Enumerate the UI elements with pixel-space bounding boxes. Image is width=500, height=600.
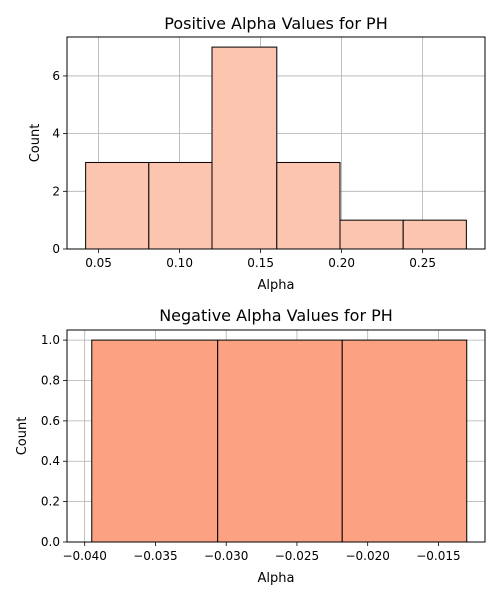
negative-alpha-histogram: Negative Alpha Values for PH −0.040 −0.03…	[15, 306, 486, 586]
y-tick-label: 0.4	[41, 454, 60, 468]
x-axis-label: Alpha	[258, 278, 295, 293]
y-tick-label: 0.2	[41, 495, 60, 509]
x-tick-label: 0.10	[166, 256, 193, 270]
x-tick-label: 0.20	[328, 256, 355, 270]
histogram-bar	[85, 161, 150, 250]
y-tick-label: 1.0	[41, 333, 60, 347]
y-tick-label: 0.8	[41, 373, 60, 387]
chart-title: Positive Alpha Values for PH	[164, 14, 387, 33]
y-tick-label: 6	[52, 69, 60, 83]
y-axis-label: Count	[28, 124, 43, 163]
histogram-bar	[402, 219, 467, 250]
x-tick-label: 0.05	[85, 256, 112, 270]
x-tick-label: −0.025	[275, 549, 319, 563]
y-tick-label: 0	[52, 242, 60, 256]
positive-alpha-histogram: Positive Alpha Values for PH 0.05 0.10 0.1…	[28, 14, 486, 293]
y-axis-label: Count	[15, 417, 30, 456]
histogram-bar	[217, 339, 343, 543]
y-tick-label: 4	[52, 127, 60, 141]
plot-frame	[66, 329, 486, 543]
histogram-bar	[91, 339, 219, 543]
histogram-bar	[211, 46, 278, 250]
y-tick-label: 2	[52, 184, 60, 198]
x-tick-label: 0.25	[409, 256, 436, 270]
histogram-bar	[148, 161, 213, 250]
chart-title: Negative Alpha Values for PH	[159, 306, 393, 325]
x-tick-label: −0.035	[133, 549, 177, 563]
x-axis-label: Alpha	[258, 571, 295, 586]
x-tick-label: −0.030	[204, 549, 248, 563]
histogram-bar	[341, 339, 468, 543]
x-tick-label: −0.020	[345, 549, 389, 563]
y-tick-label: 0.0	[41, 535, 60, 549]
histogram-bar	[276, 161, 341, 250]
x-tick-label: 0.15	[247, 256, 274, 270]
x-tick-label: −0.040	[62, 549, 106, 563]
plot-frame	[66, 36, 486, 250]
histogram-bar	[339, 219, 404, 250]
x-tick-label: −0.015	[416, 549, 460, 563]
y-tick-label: 0.6	[41, 414, 60, 428]
